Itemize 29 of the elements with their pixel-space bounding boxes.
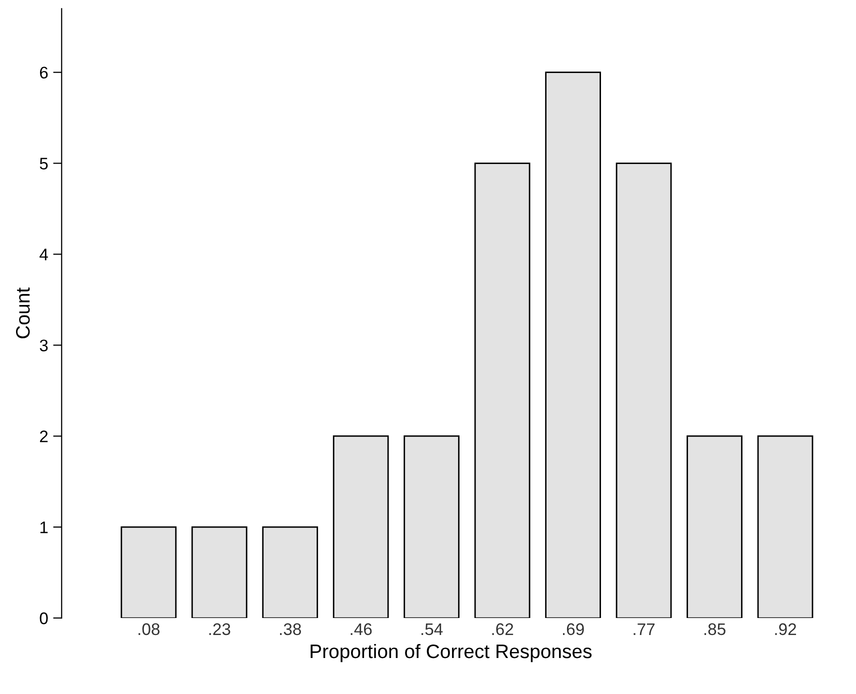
y-tick-label: 2 <box>40 430 48 442</box>
y-tick-label: 3 <box>40 340 48 352</box>
bar <box>474 162 530 618</box>
bar <box>757 435 814 618</box>
x-tick-label: .08 <box>138 623 160 636</box>
x-tick-label: .23 <box>209 623 230 636</box>
y-tick-label: 1 <box>40 522 48 534</box>
bar <box>332 435 389 618</box>
bar <box>191 526 248 618</box>
x-tick-label: .85 <box>704 623 726 636</box>
y-tick-label: 0 <box>40 612 48 624</box>
y-tick-label: 4 <box>40 248 48 260</box>
y-tick-label: 6 <box>40 66 48 79</box>
bar <box>686 435 742 618</box>
x-tick-label: .62 <box>492 623 514 636</box>
bar <box>404 435 460 618</box>
bar <box>262 526 318 618</box>
x-axis-title: Proportion of Correct Responses <box>310 644 592 662</box>
x-tick-label: .77 <box>634 623 655 635</box>
x-tick-label: .46 <box>350 623 372 636</box>
x-tick-label: .38 <box>280 623 301 636</box>
y-tick-label: 5 <box>40 158 48 170</box>
x-tick-label: .92 <box>775 623 796 636</box>
bar <box>545 72 601 618</box>
x-tick-label: .69 <box>562 623 584 636</box>
x-tick-label: .54 <box>422 623 443 636</box>
bar <box>616 162 672 618</box>
bar <box>120 526 177 618</box>
y-axis-title: Count <box>16 288 30 338</box>
